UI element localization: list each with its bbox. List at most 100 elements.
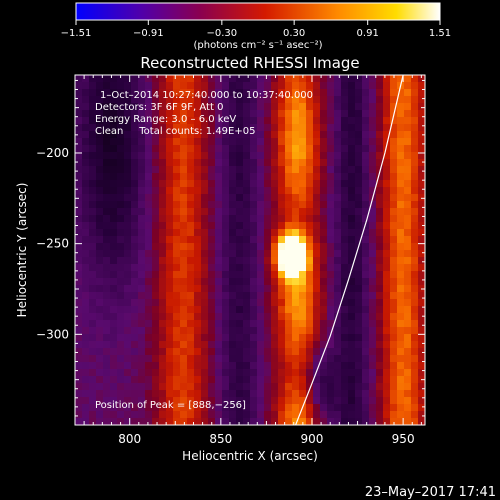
heatmap-cell <box>362 82 370 90</box>
heatmap-cell <box>264 411 272 419</box>
heatmap-cell <box>201 229 209 237</box>
heatmap-cell <box>103 313 111 321</box>
heatmap-cell <box>348 306 356 314</box>
heatmap-cell <box>264 362 272 370</box>
heatmap-cell <box>313 341 321 349</box>
heatmap-cell <box>110 292 118 300</box>
y-axis: −200−250−300 <box>36 79 425 426</box>
heatmap-cell <box>117 152 125 160</box>
heatmap-cell <box>369 306 377 314</box>
heatmap-cell <box>257 117 265 125</box>
heatmap-cell <box>117 82 125 90</box>
heatmap-cell <box>187 110 195 118</box>
heatmap-cell <box>390 362 398 370</box>
heatmap-cell <box>194 131 202 139</box>
heatmap-cell <box>376 173 384 181</box>
heatmap-cell <box>313 145 321 153</box>
heatmap-cell <box>320 383 328 391</box>
heatmap-cell <box>411 257 419 265</box>
heatmap-cell <box>243 82 251 90</box>
heatmap-cell <box>411 348 419 356</box>
heatmap-cell <box>278 180 286 188</box>
heatmap-cell <box>166 376 174 384</box>
heatmap-cell <box>117 222 125 230</box>
heatmap-cell <box>369 229 377 237</box>
heatmap-cell <box>390 131 398 139</box>
heatmap-cell <box>173 404 181 412</box>
heatmap-cell <box>278 306 286 314</box>
heatmap-cell <box>89 313 97 321</box>
heatmap-cell <box>117 117 125 125</box>
heatmap-cell <box>397 152 405 160</box>
heatmap-cell <box>383 124 391 132</box>
heatmap-cell <box>82 306 90 314</box>
heatmap-cell <box>194 327 202 335</box>
heatmap-cell <box>124 264 132 272</box>
heatmap-cell <box>96 264 104 272</box>
heatmap-cell <box>201 82 209 90</box>
heatmap-cell <box>215 390 223 398</box>
heatmap-cell <box>411 306 419 314</box>
heatmap-cell <box>215 404 223 412</box>
heatmap-cell <box>418 369 425 377</box>
footer-timestamp: 23–May–2017 17:41 <box>365 485 496 500</box>
heatmap-cell <box>138 166 146 174</box>
heatmap-cell <box>131 236 139 244</box>
heatmap-cell <box>117 89 125 97</box>
heatmap-cell <box>117 334 125 342</box>
heatmap-cell <box>376 194 384 202</box>
heatmap-cell <box>243 404 251 412</box>
heatmap-cell <box>208 278 216 286</box>
heatmap-cell <box>285 215 293 223</box>
heatmap-cell <box>124 229 132 237</box>
heatmap-cell <box>292 208 300 216</box>
heatmap-cell <box>348 96 356 104</box>
heatmap-cell <box>201 194 209 202</box>
heatmap-cell <box>306 152 314 160</box>
heatmap-cell <box>215 271 223 279</box>
heatmap-cell <box>250 159 258 167</box>
heatmap-cell <box>131 201 139 209</box>
heatmap-cell <box>236 271 244 279</box>
heatmap-cell <box>348 215 356 223</box>
heatmap-cell <box>166 96 174 104</box>
heatmap-cell <box>418 103 425 111</box>
heatmap-cell <box>243 145 251 153</box>
heatmap-cell <box>194 278 202 286</box>
heatmap-cell <box>215 320 223 328</box>
heatmap-cell <box>313 306 321 314</box>
heatmap-cell <box>418 229 425 237</box>
heatmap-cell <box>355 278 363 286</box>
heatmap-cell <box>362 131 370 139</box>
heatmap-cell <box>397 334 405 342</box>
heatmap-cell <box>117 362 125 370</box>
heatmap-cell <box>194 159 202 167</box>
heatmap-cell <box>145 285 153 293</box>
heatmap-cell <box>341 208 349 216</box>
heatmap-cell <box>418 278 425 286</box>
heatmap-cell <box>390 348 398 356</box>
heatmap-cell <box>187 250 195 258</box>
heatmap-cell <box>173 124 181 132</box>
heatmap-cell <box>285 355 293 363</box>
heatmap-cell <box>166 313 174 321</box>
heatmap-cell <box>327 110 335 118</box>
heatmap-cell <box>110 145 118 153</box>
heatmap-cell <box>362 292 370 300</box>
heatmap-cell <box>285 152 293 160</box>
heatmap-cell <box>152 117 160 125</box>
heatmap-cell <box>117 194 125 202</box>
heatmap-cell <box>145 152 153 160</box>
heatmap-cell <box>75 355 83 363</box>
heatmap-cell <box>299 138 307 146</box>
heatmap-cell <box>278 334 286 342</box>
heatmap-cell <box>152 229 160 237</box>
heatmap-cell <box>166 215 174 223</box>
heatmap-cell <box>341 404 349 412</box>
heatmap-cell <box>138 362 146 370</box>
heatmap-cell <box>411 369 419 377</box>
heatmap-cell <box>166 82 174 90</box>
heatmap-cell <box>124 383 132 391</box>
heatmap-cell <box>264 243 272 251</box>
heatmap-cell <box>82 124 90 132</box>
